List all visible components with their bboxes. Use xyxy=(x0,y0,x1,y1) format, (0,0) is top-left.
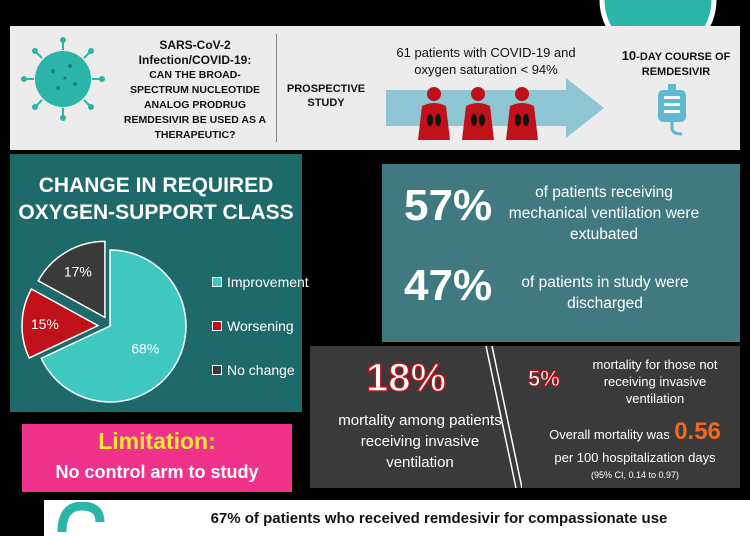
discharged-percent: 47% xyxy=(404,261,493,310)
study-type-label: PROSPECTIVE STUDY xyxy=(286,83,366,109)
course-days: 10 xyxy=(621,48,637,63)
legend-label: Improvement xyxy=(227,274,309,290)
summary-icon xyxy=(57,502,105,533)
legend-item-improvement: Improvement xyxy=(212,274,309,290)
pie-slice-no-change xyxy=(37,240,106,319)
logo-circle-icon xyxy=(599,0,717,26)
question-body: CAN THE BROAD-SPECTRUM NUCLEOTIDE ANALOG… xyxy=(123,69,267,141)
patients-arrow-icon xyxy=(386,78,604,140)
pie-title-line-2: OXYGEN-SUPPORT CLASS xyxy=(18,201,294,224)
limitation-title: Limitation: xyxy=(98,428,216,454)
confidence-interval: (95% CI, 0.14 to 0.97) xyxy=(590,470,680,480)
extubated-description: of patients receiving mechanical ventila… xyxy=(508,184,700,243)
summary-panel xyxy=(44,500,750,536)
pie-slice-worsening xyxy=(21,287,100,359)
noninvasive-mortality-percent: 5% xyxy=(528,366,561,392)
divider xyxy=(276,34,277,142)
pie-title-line-1: CHANGE IN REQUIRED xyxy=(38,174,274,197)
pie-slice-improvement xyxy=(40,249,187,403)
legend-item-no-change: No change xyxy=(212,362,309,378)
limitation-description: No control arm to study xyxy=(55,462,259,482)
patients-line-1: 61 patients with COVID-19 and xyxy=(396,45,576,60)
iv-bag-icon xyxy=(658,84,686,136)
coronavirus-icon xyxy=(21,37,105,121)
legend-item-worsening: Worsening xyxy=(212,318,309,334)
pie-chart-title: CHANGE IN REQUIRED OXYGEN-SUPPORT CLASS xyxy=(10,172,302,226)
study-overview-panel xyxy=(10,26,740,150)
question-title: SARS-CoV-2 Infection/COVID-19: xyxy=(138,38,252,67)
pie-legend: Improvement Worsening No change xyxy=(212,274,309,378)
summary-text: 67% of patients who received remdesivir … xyxy=(210,510,668,527)
outcomes-panel xyxy=(382,164,740,342)
invasive-mortality-percent: 18% xyxy=(365,355,447,401)
discharged-description: of patients in study were discharged xyxy=(521,274,689,312)
mortality-divider xyxy=(485,346,522,488)
patients-line-2: oxygen saturation < 94% xyxy=(414,62,558,77)
treatment-course: 10-DAY COURSE OF REMDESIVIR xyxy=(620,48,732,80)
course-label: -DAY COURSE OF xyxy=(636,51,731,63)
overall-mortality-label: Overall mortality was xyxy=(549,427,670,442)
patients-description: 61 patients with COVID-19 and oxygen sat… xyxy=(376,44,596,78)
legend-swatch-icon xyxy=(212,277,222,287)
invasive-mortality-description: mortality among patients receiving invas… xyxy=(338,412,502,471)
mortality-panel xyxy=(310,346,740,488)
oxygen-support-pie-chart: 68% 15% 17% xyxy=(21,240,187,403)
pie-slice-label: 15% xyxy=(31,316,59,332)
legend-swatch-icon xyxy=(212,365,222,375)
legend-label: Worsening xyxy=(227,318,294,334)
legend-label: No change xyxy=(227,362,295,378)
overall-mortality-value: 0.56 xyxy=(674,418,721,445)
overall-mortality-unit: per 100 hospitalization days xyxy=(554,450,716,465)
limitation-panel xyxy=(22,424,292,492)
legend-swatch-icon xyxy=(212,321,222,331)
overall-mortality: Overall mortality was 0.56 xyxy=(532,418,738,446)
noninvasive-mortality-description: mortality for those not receiving invasi… xyxy=(592,357,718,406)
pie-slice-label: 17% xyxy=(64,264,92,280)
extubated-percent: 57% xyxy=(404,181,493,230)
course-drug: REMDESIVIR xyxy=(641,66,711,78)
research-question: SARS-CoV-2 Infection/COVID-19: CAN THE B… xyxy=(120,38,270,143)
pie-slice-label: 68% xyxy=(131,340,159,356)
